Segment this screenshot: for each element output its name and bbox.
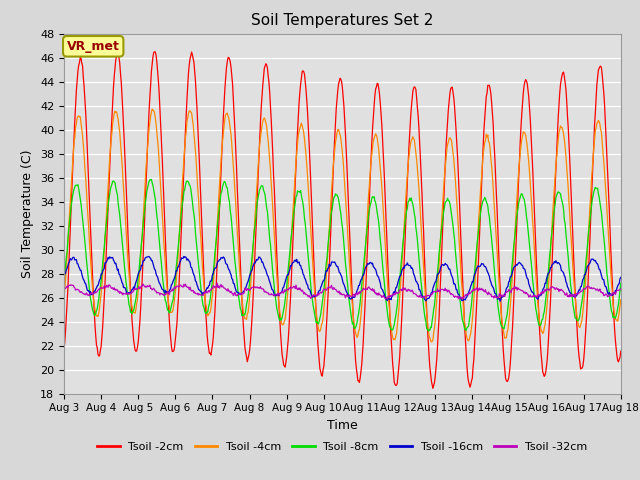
Y-axis label: Soil Temperature (C): Soil Temperature (C)	[22, 149, 35, 278]
Tsoil -4cm	[445, 139, 452, 145]
Tsoil -8cm	[207, 290, 215, 296]
Tsoil -16cm	[444, 263, 451, 269]
Tsoil -32cm	[382, 296, 390, 302]
Tsoil -2cm	[150, 49, 158, 55]
Text: VR_met: VR_met	[67, 40, 120, 53]
Tsoil -2cm	[60, 346, 68, 352]
Tsoil -32cm	[568, 291, 575, 297]
Tsoil -16cm	[60, 273, 68, 278]
Tsoil -2cm	[389, 360, 397, 366]
X-axis label: Time: Time	[327, 419, 358, 432]
Line: Tsoil -32cm: Tsoil -32cm	[64, 283, 621, 299]
Tsoil -8cm	[335, 196, 342, 202]
Tsoil -4cm	[389, 335, 397, 340]
Tsoil -2cm	[183, 96, 191, 102]
Tsoil -4cm	[148, 106, 156, 112]
Tsoil -8cm	[148, 177, 156, 182]
Tsoil -2cm	[617, 348, 625, 354]
Tsoil -8cm	[389, 327, 397, 333]
Tsoil -32cm	[445, 287, 452, 293]
Tsoil -2cm	[207, 352, 215, 358]
Tsoil -4cm	[617, 297, 625, 302]
Tsoil -32cm	[335, 289, 342, 295]
Tsoil -4cm	[428, 339, 435, 345]
Tsoil -32cm	[206, 288, 214, 293]
Tsoil -4cm	[207, 306, 215, 312]
Tsoil -32cm	[390, 292, 397, 298]
Tsoil -2cm	[568, 195, 575, 201]
Tsoil -2cm	[429, 385, 436, 391]
Tsoil -2cm	[335, 81, 342, 87]
Tsoil -8cm	[183, 178, 191, 184]
Legend: Tsoil -2cm, Tsoil -4cm, Tsoil -8cm, Tsoil -16cm, Tsoil -32cm: Tsoil -2cm, Tsoil -4cm, Tsoil -8cm, Tsoi…	[93, 438, 592, 456]
Tsoil -32cm	[213, 280, 221, 286]
Tsoil -32cm	[617, 286, 625, 292]
Tsoil -8cm	[568, 287, 575, 293]
Tsoil -8cm	[424, 328, 432, 334]
Tsoil -8cm	[617, 280, 625, 286]
Tsoil -8cm	[445, 198, 452, 204]
Tsoil -16cm	[183, 257, 191, 263]
Tsoil -16cm	[497, 299, 504, 304]
Tsoil -16cm	[389, 293, 397, 299]
Title: Soil Temperatures Set 2: Soil Temperatures Set 2	[252, 13, 433, 28]
Tsoil -32cm	[60, 285, 68, 290]
Line: Tsoil -8cm: Tsoil -8cm	[64, 180, 621, 331]
Line: Tsoil -4cm: Tsoil -4cm	[64, 109, 621, 342]
Tsoil -16cm	[335, 267, 342, 273]
Tsoil -4cm	[183, 119, 191, 124]
Tsoil -16cm	[617, 275, 625, 280]
Tsoil -16cm	[207, 278, 215, 284]
Line: Tsoil -2cm: Tsoil -2cm	[64, 52, 621, 388]
Line: Tsoil -16cm: Tsoil -16cm	[64, 256, 621, 301]
Tsoil -4cm	[568, 238, 575, 244]
Tsoil -4cm	[60, 296, 68, 302]
Tsoil -8cm	[60, 279, 68, 285]
Tsoil -32cm	[182, 283, 190, 289]
Tsoil -2cm	[445, 107, 452, 113]
Tsoil -4cm	[335, 127, 342, 132]
Tsoil -16cm	[568, 291, 575, 297]
Tsoil -16cm	[180, 253, 188, 259]
